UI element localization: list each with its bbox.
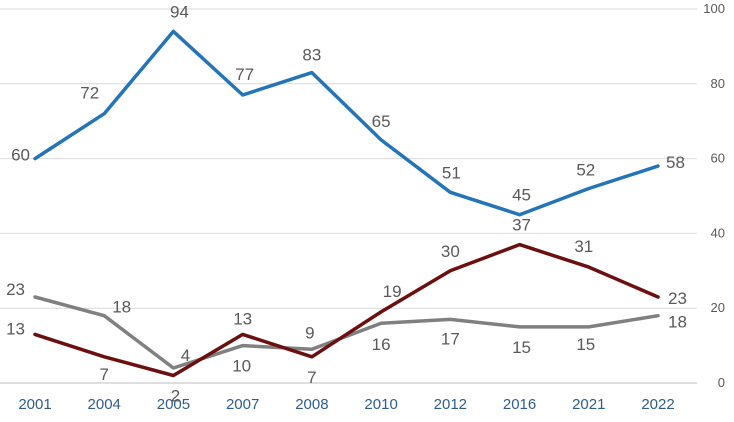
x-tick-label: 2010: [364, 396, 397, 413]
data-label-series-1: 7: [307, 368, 316, 387]
data-label-series-1: 13: [233, 309, 252, 328]
y-tick-label: 0: [718, 375, 725, 390]
gridlines: [0, 8, 697, 384]
data-label-series-0: 60: [11, 146, 30, 165]
data-label-series-0: 45: [512, 186, 531, 205]
data-label-series-0: 77: [235, 65, 254, 84]
data-label-series-0: 52: [576, 161, 595, 180]
data-label-series-0: 83: [302, 46, 321, 65]
data-label-series-2: 16: [372, 335, 391, 354]
series-line-0: [33, 29, 660, 217]
data-label-series-2: 10: [232, 357, 251, 376]
data-label-series-1: 30: [441, 242, 460, 261]
data-label-series-1: 2: [171, 387, 180, 406]
data-label-series-2: 23: [6, 280, 25, 299]
data-label-series-0: 65: [372, 112, 391, 131]
y-tick-label: 80: [711, 76, 725, 91]
x-tick-label: 2022: [641, 396, 674, 413]
data-label-series-1: 13: [6, 319, 25, 338]
y-tick-label: 60: [711, 151, 725, 166]
x-axis-ticks: 2001 2004 2005 2007 2008 2010 2012 2016 2021 2022: [18, 396, 674, 413]
data-label-series-2: 15: [512, 338, 531, 357]
x-tick-label: 2016: [503, 396, 536, 413]
data-label-series-1: 23: [668, 289, 687, 308]
data-label-series-0: 58: [666, 153, 685, 172]
x-tick-label: 2005: [157, 396, 190, 413]
y-tick-label: 40: [711, 225, 725, 240]
data-label-series-1: 31: [574, 237, 593, 256]
y-axis-ticks: 0 20 40 60 80 100: [703, 1, 725, 390]
x-tick-label: 2004: [88, 396, 121, 413]
data-label-series-1: 7: [99, 365, 108, 384]
series-line-1: [33, 242, 660, 378]
x-tick-label: 2001: [18, 396, 51, 413]
data-label-series-0: 72: [80, 84, 99, 103]
data-label-series-0: 51: [442, 163, 461, 182]
data-label-series-2: 4: [181, 346, 190, 365]
x-tick-label: 2007: [226, 396, 259, 413]
data-label-series-1: 37: [512, 216, 531, 235]
data-label-series-2: 18: [668, 313, 687, 332]
series-lines: [33, 29, 660, 378]
x-tick-label: 2021: [572, 396, 605, 413]
data-label-series-2: 15: [576, 335, 595, 354]
data-label-series-1: 19: [383, 282, 402, 301]
y-tick-label: 100: [703, 1, 725, 16]
x-tick-label: 2012: [434, 396, 467, 413]
data-label-series-2: 18: [112, 298, 131, 317]
data-label-series-2: 17: [441, 329, 460, 348]
data-label-series-0: 94: [170, 2, 189, 21]
data-label-series-2: 9: [305, 323, 314, 342]
y-tick-label: 20: [711, 300, 725, 315]
x-tick-label: 2008: [295, 396, 328, 413]
